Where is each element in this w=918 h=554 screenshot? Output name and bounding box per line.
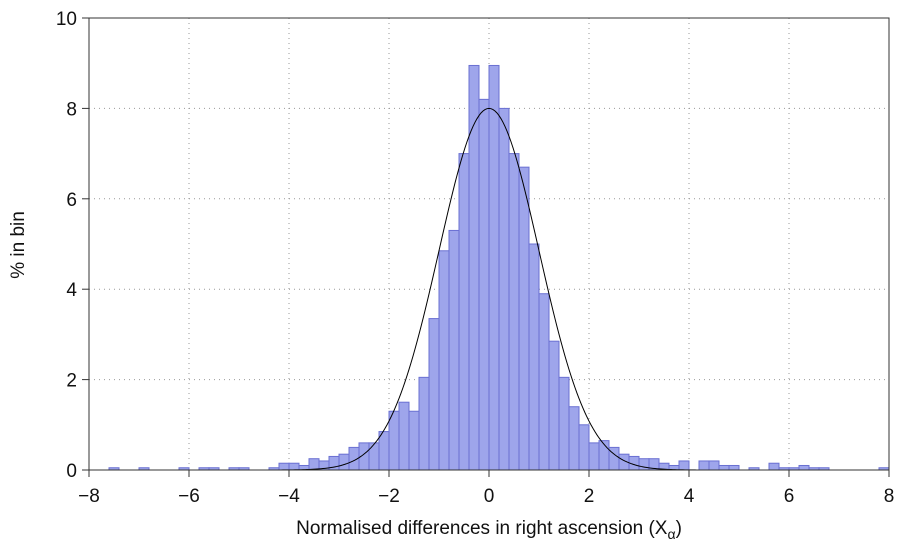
bar	[278, 462, 290, 471]
x-tick-label: 8	[884, 486, 895, 507]
bar	[528, 243, 540, 471]
bar	[768, 462, 780, 471]
bar	[588, 442, 600, 471]
x-label-close: )	[676, 518, 682, 539]
bar	[708, 460, 720, 471]
bar	[418, 376, 430, 471]
y-axis-label: % in bin	[8, 211, 29, 279]
x-axis-label: Normalised differences in right ascensio…	[296, 518, 682, 542]
bar	[508, 153, 520, 471]
bar	[288, 462, 300, 471]
x-tick-label: −8	[78, 486, 100, 507]
plot-frame	[88, 17, 890, 471]
bar	[338, 453, 350, 471]
y-tick-label: 0	[66, 461, 77, 482]
bar	[368, 442, 380, 471]
bar	[458, 153, 470, 471]
bar	[438, 250, 450, 471]
bar	[388, 410, 400, 471]
bar	[478, 98, 490, 471]
bar	[798, 464, 810, 471]
x-label-text: Normalised differences in right ascensio…	[296, 518, 668, 539]
x-tick-label: 4	[684, 486, 695, 507]
bar	[428, 318, 440, 471]
x-tick-label: 0	[484, 486, 495, 507]
bar	[408, 410, 420, 471]
bar	[718, 464, 730, 471]
y-tick-label: 6	[66, 190, 77, 211]
bar	[468, 64, 480, 471]
x-tick-label: −2	[378, 486, 400, 507]
y-tick-label: 8	[66, 99, 77, 120]
y-tick-label: 10	[56, 9, 77, 30]
bar	[488, 64, 500, 471]
bar	[448, 229, 460, 471]
bar	[558, 376, 570, 471]
y-tick-label: 4	[66, 280, 77, 301]
bar	[538, 293, 550, 471]
x-tick-label: 6	[784, 486, 795, 507]
x-label-subscript: α	[667, 526, 675, 542]
bar	[378, 431, 390, 471]
bar	[518, 166, 530, 471]
x-tick-label: −6	[178, 486, 200, 507]
bar	[568, 406, 580, 471]
bar	[548, 340, 560, 471]
bar	[498, 107, 510, 471]
bar	[698, 460, 710, 471]
bar	[308, 458, 320, 471]
bar	[678, 460, 690, 471]
bar	[578, 424, 590, 471]
x-tick-label: −4	[278, 486, 300, 507]
bar	[398, 401, 410, 471]
bar	[728, 464, 740, 471]
bar	[638, 458, 650, 471]
y-tick-label: 2	[66, 371, 77, 392]
x-tick-label: 2	[584, 486, 595, 507]
